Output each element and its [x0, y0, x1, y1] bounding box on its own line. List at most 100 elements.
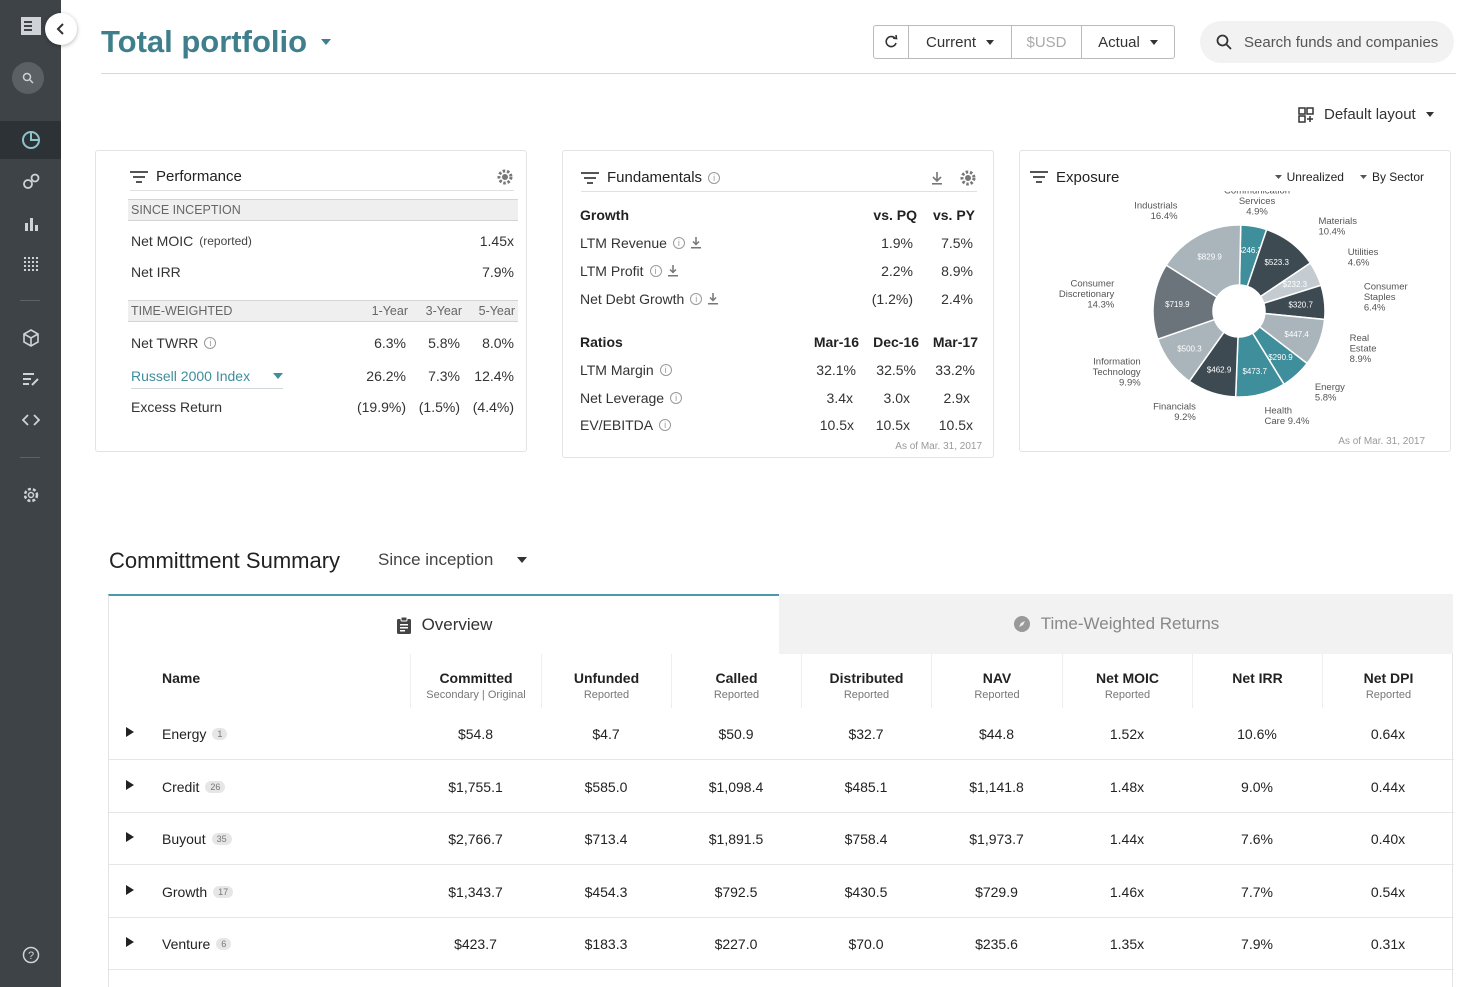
currency-value: $USD [1026, 33, 1067, 51]
grid-icon[interactable] [0, 245, 61, 283]
table-cell: 7.7% [1241, 883, 1273, 900]
search-input[interactable]: Search funds and companies [1200, 21, 1454, 63]
col-net-dpi-label: Net DPI [1363, 670, 1414, 686]
funds-icon[interactable] [0, 162, 61, 200]
filter-icon[interactable] [1030, 170, 1048, 184]
col-header-distributed[interactable]: Distributed Reported [801, 654, 931, 708]
refresh-icon [885, 35, 898, 48]
table-cell: $430.5 [844, 883, 888, 900]
col-header-unfunded[interactable]: Unfunded Reported [541, 654, 671, 708]
row-name-cell[interactable]: Buyout 35 [162, 813, 232, 865]
table-cell: 0.64x [1370, 726, 1406, 742]
row-name-cell[interactable]: Growth 17 [162, 866, 234, 918]
refresh-button[interactable] [874, 26, 909, 58]
download-icon[interactable] [931, 171, 943, 185]
unrealized-filter[interactable]: Unrealized [1274, 170, 1344, 184]
period-select[interactable]: Current [909, 26, 1012, 58]
col-header-called[interactable]: Called Reported [671, 654, 801, 708]
svg-text:?: ? [27, 950, 33, 962]
table-row[interactable]: Venture 6 $423.7 $183.3 $227.0 $70.0 $235.6 1.3… [109, 918, 1454, 970]
ltm-margin-dec16: 32.5% [876, 362, 916, 378]
table-cell: $585.0 [584, 778, 628, 795]
pie-outer-label: Financials 9.2% [1153, 402, 1196, 424]
table-cell: 1.44x [1109, 831, 1145, 847]
edit-list-icon[interactable] [0, 360, 61, 398]
sidebar-search-icon[interactable] [12, 62, 44, 94]
net-moic-value: 1.45x [479, 233, 514, 249]
info-icon[interactable]: i [672, 237, 685, 249]
info-icon[interactable]: i [659, 364, 672, 376]
info-icon[interactable]: i [708, 171, 721, 184]
settings-icon[interactable] [0, 476, 61, 514]
table-row[interactable]: Growth 17 $1,343.7 $454.3 $792.5 $430.5 $729.9… [109, 866, 1454, 918]
layout-select[interactable]: Default layout [1298, 106, 1434, 123]
col-header-net-dpi[interactable]: Net DPI Reported [1322, 654, 1454, 708]
table-row[interactable]: Credit 26 $1,755.1 $585.0 $1,098.4 $485.1 $1,1… [109, 761, 1454, 813]
mode-select[interactable]: Actual [1082, 26, 1174, 58]
info-icon[interactable]: i [690, 293, 703, 305]
caret-down-icon [1425, 112, 1434, 117]
info-icon[interactable]: i [649, 265, 662, 277]
pie-slice-label: $246.3 [1237, 246, 1262, 255]
help-icon[interactable]: ? [0, 936, 61, 974]
expand-caret-icon[interactable] [126, 832, 134, 842]
col-committed-sub: Secondary | Original [426, 689, 526, 701]
row-name-cell[interactable]: Credit 26 [162, 761, 226, 813]
table-cell: 1.46x [1109, 883, 1145, 900]
expand-caret-icon[interactable] [126, 937, 134, 947]
pie-slice[interactable] [1165, 224, 1242, 299]
time-weighted-label: TIME-WEIGHTED [131, 304, 233, 318]
gear-icon[interactable] [959, 169, 977, 187]
filter-icon[interactable] [581, 171, 599, 185]
table-cell: $2,766.7 [448, 831, 503, 847]
table-cell: 1.52x [1109, 726, 1145, 742]
col-header-name[interactable]: Name [150, 654, 410, 708]
col-committed-label: Committed [439, 670, 513, 686]
download-icon[interactable] [667, 265, 678, 277]
fund-count-badge: 35 [211, 833, 232, 845]
currency-toggle[interactable]: $USD [1012, 26, 1082, 58]
performance-card: Performance SINCE INCEPTION Net MOIC (re… [95, 150, 527, 452]
table-cell: $713.4 [584, 831, 628, 847]
portfolio-icon[interactable] [0, 121, 61, 159]
benchmark-select[interactable]: Russell 2000 Index [131, 368, 283, 389]
code-icon[interactable] [0, 401, 61, 439]
pie-slice-label: $523.3 [1264, 258, 1289, 267]
expand-caret-icon[interactable] [126, 779, 134, 790]
table-row[interactable]: Buyout 35 $2,766.7 $713.4 $1,891.5 $758.4 $1,9… [109, 813, 1454, 865]
title-divider [101, 73, 1456, 74]
info-icon[interactable]: i [659, 419, 672, 431]
cube-icon[interactable] [0, 319, 61, 357]
expand-caret-icon[interactable] [126, 884, 134, 895]
net-moic-label: Net MOIC (reported) [131, 233, 252, 249]
col-header-committed[interactable]: Committed Secondary | Original [410, 654, 541, 708]
tab-time-weighted-returns[interactable]: Time-Weighted Returns [779, 594, 1453, 654]
row-name-cell[interactable]: Venture 6 [162, 918, 232, 970]
info-icon[interactable]: i [670, 392, 683, 404]
col-header-net-moic[interactable]: Net MOIC Reported [1062, 654, 1192, 708]
row-name-cell[interactable]: Energy 1 [162, 708, 228, 760]
row-name: Venture [162, 936, 211, 952]
download-icon[interactable] [708, 293, 719, 305]
col-header-nav[interactable]: NAV Reported [931, 654, 1062, 708]
summary-range-select[interactable]: Since inception [378, 550, 528, 570]
net-leverage-label: Net Leverage i [580, 390, 683, 406]
col-header-net-irr[interactable]: Net IRR [1192, 654, 1322, 708]
net-debt-growth-label: Net Debt Growth i [580, 291, 719, 307]
table-row[interactable]: Energy 1 $54.8 $4.7 $50.9 $32.7 $44.8 1.52x 10.6… [109, 708, 1454, 760]
table-cell: $1,141.8 [969, 778, 1024, 795]
caret-down-icon [517, 557, 528, 563]
gear-icon[interactable] [496, 168, 514, 186]
tab-overview-label: Overview [421, 615, 493, 634]
page-title[interactable]: Total portfolio [101, 24, 332, 60]
bar-chart-icon[interactable] [0, 204, 61, 242]
info-icon[interactable]: i [204, 337, 217, 349]
collapse-sidebar-button[interactable] [45, 13, 77, 45]
filter-icon[interactable] [130, 170, 148, 184]
download-icon[interactable] [690, 237, 701, 249]
sector-filter[interactable]: By Sector [1359, 170, 1424, 184]
expand-caret-icon[interactable] [126, 727, 134, 737]
tab-overview[interactable]: Overview [108, 594, 779, 654]
col-called-sub: Reported [713, 689, 760, 701]
menu-icon[interactable] [0, 7, 61, 45]
